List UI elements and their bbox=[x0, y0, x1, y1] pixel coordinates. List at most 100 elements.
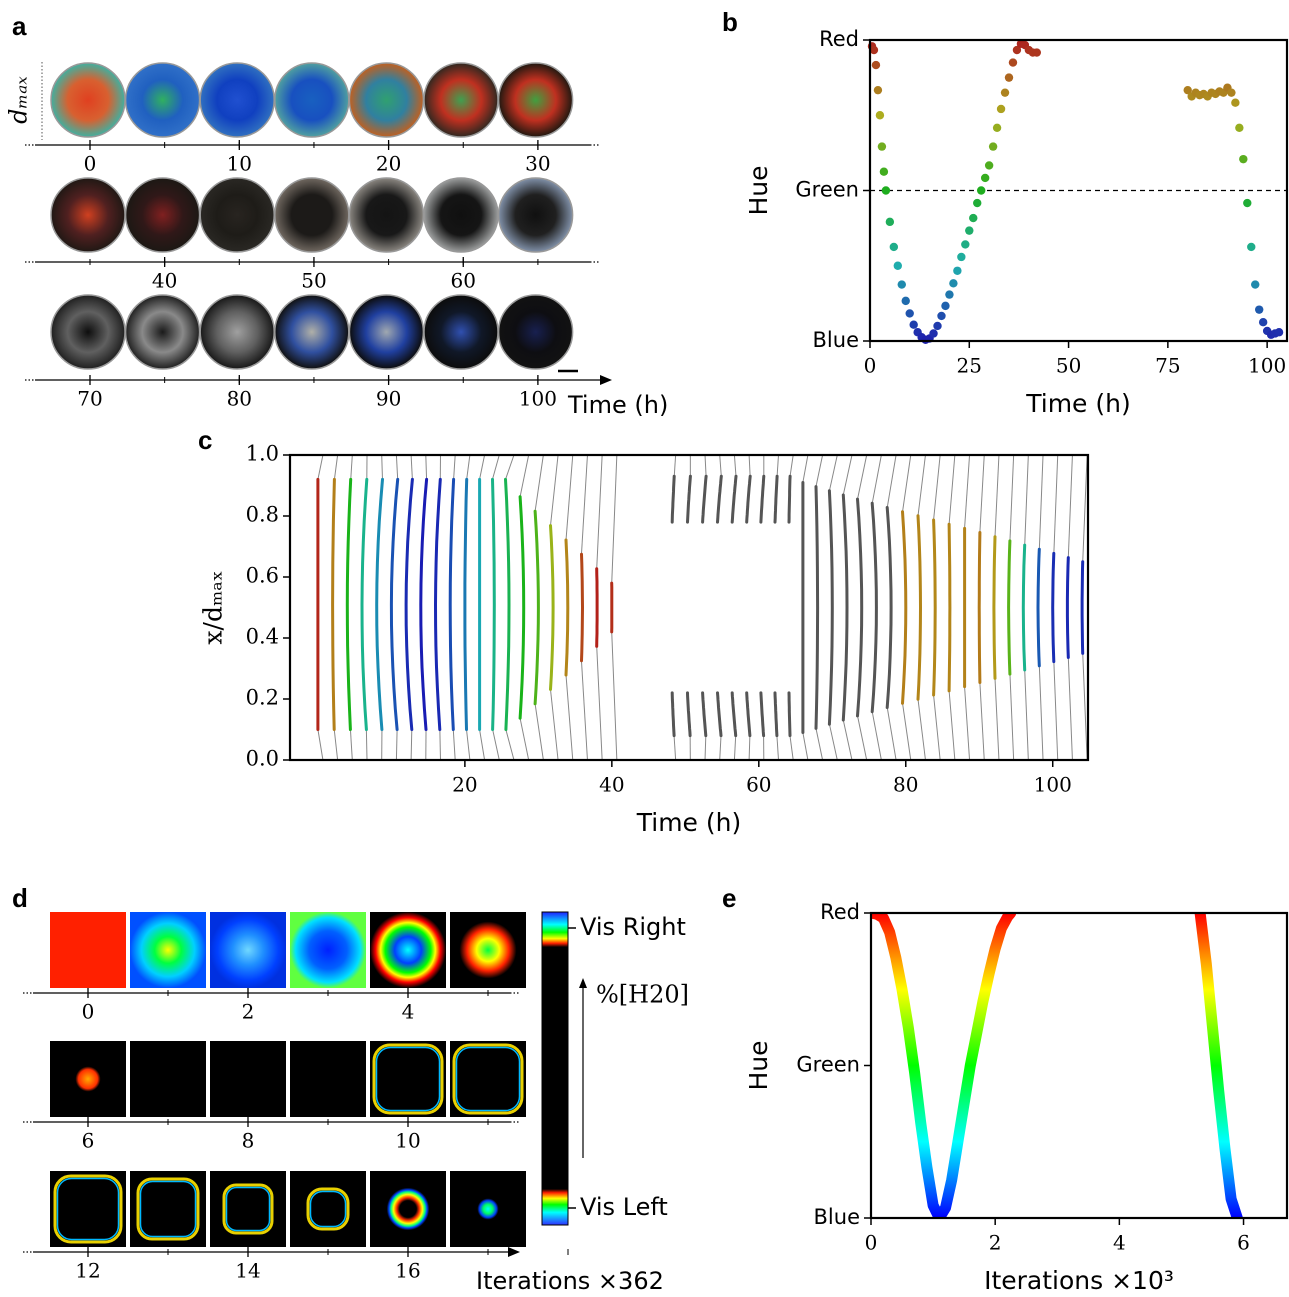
guide-line bbox=[803, 733, 808, 760]
guide-line bbox=[965, 455, 970, 528]
profile-curve bbox=[493, 479, 495, 729]
y-tick-label: 0.4 bbox=[246, 625, 279, 649]
data-point bbox=[989, 142, 997, 150]
data-point bbox=[874, 86, 882, 94]
simulation-frame bbox=[210, 912, 286, 988]
guide-line bbox=[467, 730, 470, 761]
profile-curve bbox=[775, 693, 777, 736]
x-tick-label: 40 bbox=[152, 269, 177, 293]
x-tick-label: 4 bbox=[402, 1000, 415, 1024]
x-tick-label: 16 bbox=[395, 1259, 420, 1283]
data-point bbox=[977, 186, 985, 194]
profile-curve bbox=[934, 520, 936, 695]
data-point bbox=[957, 253, 965, 261]
guide-line bbox=[612, 632, 617, 760]
time-axis-arrow bbox=[600, 375, 612, 385]
data-point bbox=[1251, 280, 1259, 288]
sample-photo bbox=[349, 63, 423, 137]
data-point bbox=[941, 302, 949, 310]
y-tick-label: Blue bbox=[813, 328, 859, 352]
y-tick-label: 0.2 bbox=[246, 686, 279, 710]
gradient-arrowhead bbox=[579, 978, 587, 988]
profile-curve bbox=[535, 511, 538, 704]
data-point bbox=[894, 262, 902, 270]
profile-curve bbox=[436, 479, 441, 729]
y-axis-label: Hue bbox=[744, 1040, 773, 1090]
profile-curve bbox=[718, 693, 722, 736]
guide-line bbox=[734, 455, 736, 476]
data-point bbox=[902, 297, 910, 305]
guide-line bbox=[816, 455, 823, 487]
data-point bbox=[880, 167, 888, 175]
simulation-frame bbox=[370, 1171, 446, 1247]
guide-line bbox=[790, 736, 793, 760]
data-point bbox=[898, 280, 906, 288]
simulation-frame bbox=[450, 1171, 526, 1247]
profile-curve bbox=[703, 476, 707, 522]
colorbar bbox=[542, 912, 568, 1225]
guide-line bbox=[903, 703, 911, 760]
guide-line bbox=[1068, 455, 1072, 558]
profile-curve bbox=[761, 476, 764, 522]
y-tick-label: Red bbox=[819, 27, 859, 51]
guide-line bbox=[612, 455, 617, 583]
guide-line bbox=[980, 455, 984, 533]
simulation-frame bbox=[450, 912, 526, 988]
data-point bbox=[1005, 73, 1013, 81]
profile-curve bbox=[1009, 541, 1010, 674]
guide-line bbox=[1039, 455, 1043, 549]
sample-photo bbox=[424, 295, 498, 369]
x-tick-label: 0 bbox=[82, 1000, 95, 1024]
guide-line bbox=[493, 730, 500, 761]
profile-curve bbox=[732, 476, 736, 522]
profile-curve bbox=[872, 503, 876, 711]
guide-line bbox=[411, 455, 412, 479]
guide-line bbox=[520, 718, 529, 760]
sample-photo bbox=[499, 63, 573, 137]
y-tick-label: 0.6 bbox=[246, 564, 279, 588]
profile-curve bbox=[994, 537, 995, 679]
x-tick-label: 0 bbox=[864, 354, 877, 378]
data-point bbox=[890, 243, 898, 251]
profile-curve bbox=[858, 499, 862, 716]
x-tick-label: 75 bbox=[1155, 354, 1180, 378]
guide-line bbox=[396, 455, 397, 479]
sample-photo bbox=[126, 295, 200, 369]
guide-line bbox=[318, 455, 323, 479]
data-point bbox=[1255, 305, 1263, 313]
guide-line bbox=[1025, 670, 1029, 760]
data-point bbox=[997, 105, 1005, 113]
guide-line bbox=[749, 736, 750, 760]
x-axis-label: Iterations ×362 bbox=[476, 1267, 664, 1295]
data-point bbox=[965, 226, 973, 234]
guide-line bbox=[734, 736, 735, 760]
guide-line bbox=[777, 736, 779, 760]
sample-photo bbox=[349, 178, 423, 252]
guide-line bbox=[949, 455, 955, 524]
guide-line bbox=[777, 455, 778, 476]
guide-line bbox=[843, 720, 852, 760]
data-line bbox=[871, 913, 1237, 1218]
y-axis-label: dₘₐₓ bbox=[5, 76, 33, 124]
guide-line bbox=[816, 728, 823, 760]
guide-line bbox=[1054, 455, 1058, 553]
sample-photo bbox=[200, 178, 274, 252]
x-tick-label: 80 bbox=[893, 773, 918, 797]
profile-curve bbox=[761, 693, 764, 736]
simulation-frame bbox=[210, 1041, 286, 1117]
guide-line bbox=[903, 455, 911, 512]
data-point bbox=[1275, 328, 1283, 336]
sample-photo bbox=[200, 295, 274, 369]
guide-line bbox=[334, 455, 337, 479]
x-tick-label: 20 bbox=[452, 773, 477, 797]
guide-line bbox=[674, 736, 676, 760]
profile-curve bbox=[1067, 558, 1068, 658]
profile-curve bbox=[1053, 553, 1054, 661]
profile-curve bbox=[887, 508, 891, 708]
sample-photo bbox=[275, 295, 349, 369]
guide-line bbox=[1054, 662, 1058, 760]
colorbar-label: Vis Left bbox=[580, 1193, 668, 1221]
profile-curve bbox=[566, 540, 568, 675]
data-point bbox=[1247, 243, 1255, 251]
profile-curve bbox=[672, 693, 674, 736]
